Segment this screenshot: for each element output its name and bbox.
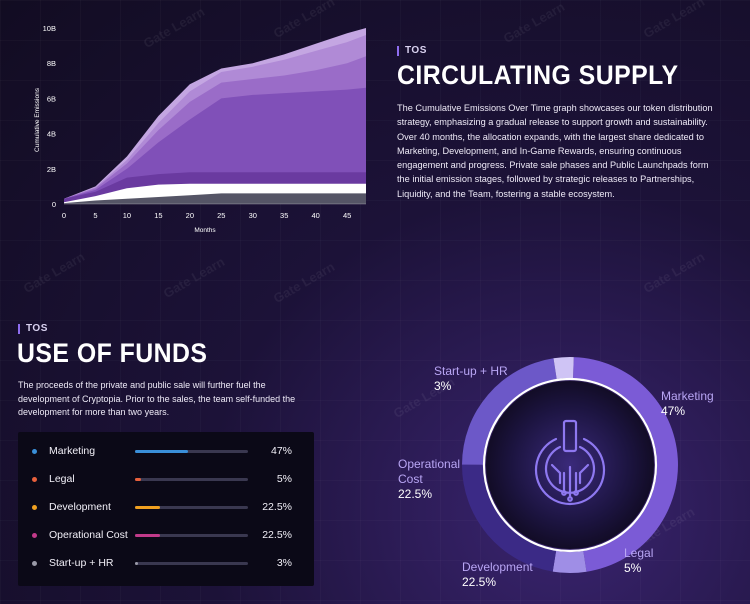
x-tick-label: 35 bbox=[280, 211, 288, 220]
supply-title: CIRCULATING SUPPLY bbox=[397, 60, 679, 90]
x-tick-label: 5 bbox=[93, 211, 97, 220]
donut-slice-marketing bbox=[573, 357, 678, 572]
progress-track bbox=[135, 449, 248, 453]
x-axis-label: Months bbox=[194, 227, 216, 234]
progress-track bbox=[135, 561, 248, 565]
x-tick-label: 10 bbox=[123, 211, 131, 220]
y-tick-label: 2B bbox=[47, 165, 56, 174]
area-series-layer bbox=[64, 193, 366, 204]
donut-label-name: Development bbox=[462, 560, 533, 574]
donut-label-startup: Start-up + HR 3% bbox=[434, 364, 508, 394]
fund-name: Development bbox=[49, 501, 111, 513]
y-tick-label: 6B bbox=[47, 94, 56, 103]
x-tick-label: 30 bbox=[249, 211, 257, 220]
fund-name: Start-up + HR bbox=[49, 557, 114, 569]
donut-label-pct: 5% bbox=[624, 561, 642, 575]
fund-value: 22.5% bbox=[262, 501, 292, 513]
supply-tag-label: TOS bbox=[405, 45, 427, 56]
donut-label-name: Marketing bbox=[661, 389, 714, 403]
x-tick-label: 20 bbox=[186, 211, 194, 220]
legend-dot bbox=[32, 532, 37, 538]
x-tick-label: 0 bbox=[62, 211, 66, 220]
donut-slice-start-up-hr bbox=[553, 357, 574, 380]
donut-label-legal: Legal 5% bbox=[624, 546, 653, 576]
watermark: Gate Learn bbox=[500, 0, 568, 46]
donut-inner-ring bbox=[482, 377, 658, 553]
donut-center bbox=[486, 381, 654, 549]
list-item: Operational Cost 22.5% bbox=[18, 521, 314, 549]
legend-dot bbox=[32, 504, 37, 510]
progress-track bbox=[135, 505, 248, 509]
donut-slice-operational-cost bbox=[462, 358, 557, 465]
donut-label-pct: 22.5% bbox=[462, 575, 497, 589]
funds-allocation-list: Marketing 47% Legal 5% Development 22.5%… bbox=[18, 432, 314, 586]
watermark: Gate Learn bbox=[640, 249, 708, 296]
donut-slices bbox=[461, 357, 678, 574]
donut-label-marketing: Marketing 47% bbox=[661, 389, 714, 419]
funds-paragraph: The proceeds of the private and public s… bbox=[18, 380, 296, 417]
cumulative-emissions-chart: 0 2B 4B 6B 8B 10B 0 5 10 15 20 25 30 35 40 45 Months Cumu… bbox=[34, 24, 366, 234]
x-tick-label: 25 bbox=[217, 211, 225, 220]
watermark: Gate Learn bbox=[640, 0, 708, 41]
watermark: Gate Learn bbox=[20, 249, 88, 296]
donut-label-pct: 47% bbox=[661, 404, 686, 418]
x-tick-label: 45 bbox=[343, 211, 351, 220]
donut-slice-development bbox=[461, 464, 557, 572]
legend-dot bbox=[32, 448, 37, 454]
donut-label-name: Cost bbox=[398, 472, 423, 486]
progress-fill bbox=[135, 505, 161, 509]
progress-fill bbox=[135, 449, 189, 453]
donut-label-name: Start-up + HR bbox=[434, 364, 508, 378]
y-tick-label: 4B bbox=[47, 130, 56, 139]
supply-tag: TOS bbox=[397, 45, 427, 56]
fund-value: 47% bbox=[270, 445, 292, 457]
cryptopia-logo-icon bbox=[534, 419, 606, 506]
legend-dot bbox=[32, 560, 37, 566]
donut-label-development: Development 22.5% bbox=[462, 560, 533, 590]
donut-label-name: Legal bbox=[624, 546, 654, 560]
y-tick-label: 10B bbox=[43, 24, 56, 33]
progress-fill bbox=[135, 477, 141, 481]
x-tick-label: 15 bbox=[154, 211, 162, 220]
fund-value: 3% bbox=[276, 557, 292, 569]
watermark: Gate Learn bbox=[270, 259, 338, 306]
supply-paragraph: The Cumulative Emissions Over Time graph… bbox=[397, 103, 713, 199]
watermark: Gate Learn bbox=[160, 254, 228, 301]
donut-label-pct: 22.5% bbox=[398, 487, 433, 501]
tag-accent-bar bbox=[397, 45, 399, 56]
use-of-funds-donut bbox=[461, 357, 678, 574]
list-item: Marketing 47% bbox=[18, 437, 314, 465]
donut-slice-legal bbox=[552, 550, 587, 574]
x-tick-label: 40 bbox=[311, 211, 319, 220]
fund-name: Marketing bbox=[49, 445, 96, 457]
donut-label-name: Operational bbox=[398, 457, 461, 471]
list-item: Start-up + HR 3% bbox=[18, 549, 314, 577]
y-tick-label: 8B bbox=[47, 59, 56, 68]
legend-dot bbox=[32, 476, 37, 482]
list-item: Legal 5% bbox=[18, 465, 314, 493]
donut-label-operational: Operational Cost 22.5% bbox=[398, 457, 460, 502]
list-item: Development 22.5% bbox=[18, 493, 314, 521]
fund-value: 5% bbox=[276, 473, 292, 485]
tag-accent-bar bbox=[18, 323, 20, 334]
donut-label-pct: 3% bbox=[434, 379, 452, 393]
fund-name: Legal bbox=[49, 473, 75, 485]
fund-value: 22.5% bbox=[262, 529, 292, 541]
y-axis-label: Cumulative Emissions bbox=[34, 87, 41, 152]
funds-tag-label: TOS bbox=[26, 323, 48, 334]
y-tick-label: 0 bbox=[52, 200, 56, 209]
fund-name: Operational Cost bbox=[49, 529, 128, 541]
progress-fill bbox=[135, 533, 161, 537]
funds-title: USE OF FUNDS bbox=[17, 338, 208, 368]
progress-track bbox=[135, 477, 248, 481]
progress-fill bbox=[135, 561, 139, 565]
progress-track bbox=[135, 533, 248, 537]
funds-tag: TOS bbox=[18, 323, 48, 334]
